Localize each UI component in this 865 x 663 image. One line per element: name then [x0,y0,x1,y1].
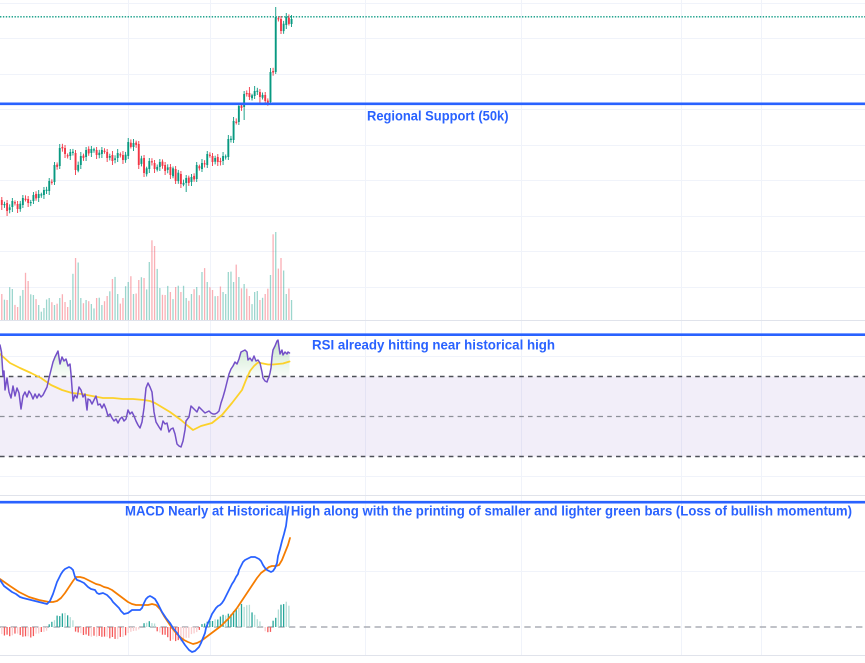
svg-text:Regional Support (50k): Regional Support (50k) [367,108,509,124]
svg-text:MACD Nearly at Historical High: MACD Nearly at Historical High along wit… [125,502,852,518]
svg-text:RSI already hitting near histo: RSI already hitting near historical high [312,336,555,352]
